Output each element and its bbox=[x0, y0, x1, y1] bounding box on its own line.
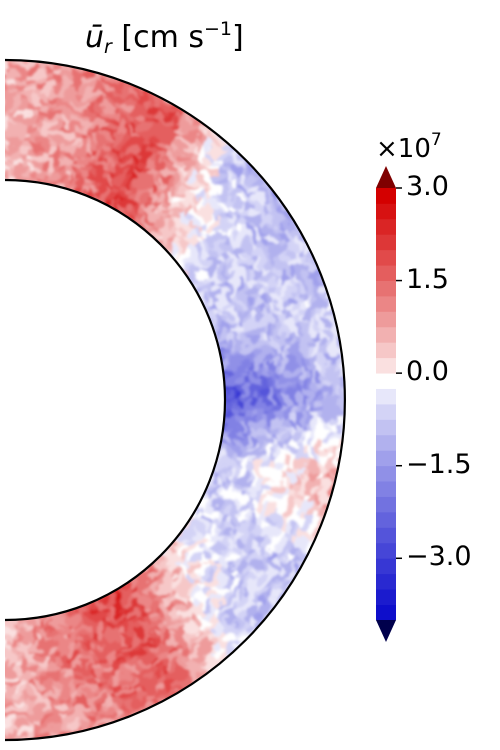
colorbar-level bbox=[376, 573, 396, 590]
colorbar-level bbox=[376, 589, 396, 605]
field-cell bbox=[1, 740, 17, 747]
plot-title: ūr [cm s−1] bbox=[85, 18, 244, 58]
colorbar-level bbox=[376, 342, 396, 359]
velocity-field bbox=[1, 53, 352, 747]
colorbar-level bbox=[376, 373, 396, 389]
colorbar-level bbox=[376, 218, 396, 235]
field-cell bbox=[345, 387, 352, 403]
field-cell bbox=[1, 53, 17, 60]
field-cell bbox=[5, 718, 17, 725]
field-cell bbox=[5, 668, 16, 676]
field-cell bbox=[5, 707, 17, 714]
colorbar-tick-label: 1.5 bbox=[406, 263, 449, 295]
colorbar-min-extension bbox=[376, 620, 396, 642]
field-cell bbox=[5, 674, 16, 681]
colorbar-level bbox=[376, 465, 396, 482]
colorbar-level bbox=[376, 542, 396, 559]
field-cell bbox=[345, 396, 352, 412]
colorbar-tick-label: −3.0 bbox=[406, 541, 472, 573]
field-cell bbox=[5, 635, 14, 643]
colorbar-level bbox=[376, 234, 396, 251]
colorbar-level bbox=[376, 296, 396, 312]
inner-shell-boundary bbox=[4, 178, 227, 622]
outer-shell-boundary bbox=[4, 58, 347, 742]
colorbar-multiplier: ×107 bbox=[376, 130, 442, 164]
field-cell bbox=[5, 701, 17, 709]
field-cell bbox=[5, 630, 14, 637]
field-cell bbox=[5, 679, 16, 687]
colorbar-level bbox=[376, 512, 396, 528]
field-cell bbox=[5, 652, 15, 659]
colorbar-level bbox=[376, 265, 396, 281]
colorbar-level bbox=[376, 249, 396, 266]
colorbar-level bbox=[376, 388, 396, 405]
colorbar-level bbox=[376, 496, 396, 513]
colorbar-tick-label: 3.0 bbox=[406, 171, 449, 202]
colorbar-level bbox=[376, 326, 396, 343]
field-cell bbox=[5, 729, 18, 736]
field-cell bbox=[5, 646, 15, 654]
colorbar-tick-label: 0.0 bbox=[406, 356, 449, 388]
colorbar-level bbox=[376, 357, 396, 374]
colorbar-level bbox=[376, 404, 396, 420]
colorbar-level bbox=[376, 558, 396, 575]
colorbar-level bbox=[376, 604, 396, 621]
field-cell bbox=[5, 685, 16, 692]
field-cell bbox=[5, 723, 18, 731]
field-cell bbox=[5, 712, 17, 720]
field-cell bbox=[5, 690, 16, 698]
field-cell bbox=[5, 657, 15, 665]
colorbar-level bbox=[376, 434, 396, 451]
colorbar-max-extension bbox=[376, 166, 396, 188]
colorbar-level bbox=[376, 311, 396, 328]
colorbar-level bbox=[376, 450, 396, 467]
colorbar-level bbox=[376, 280, 396, 297]
colorbar-level bbox=[376, 188, 396, 204]
colorbar bbox=[376, 166, 402, 642]
colorbar-level bbox=[376, 481, 396, 497]
field-cell bbox=[5, 696, 17, 703]
field-cell bbox=[5, 663, 15, 670]
colorbar-level bbox=[376, 527, 396, 544]
colorbar-tick-label: −1.5 bbox=[406, 448, 472, 480]
colorbar-level bbox=[376, 419, 396, 436]
colorbar-level bbox=[376, 203, 396, 220]
field-cell bbox=[5, 624, 14, 632]
field-cell bbox=[5, 641, 15, 648]
